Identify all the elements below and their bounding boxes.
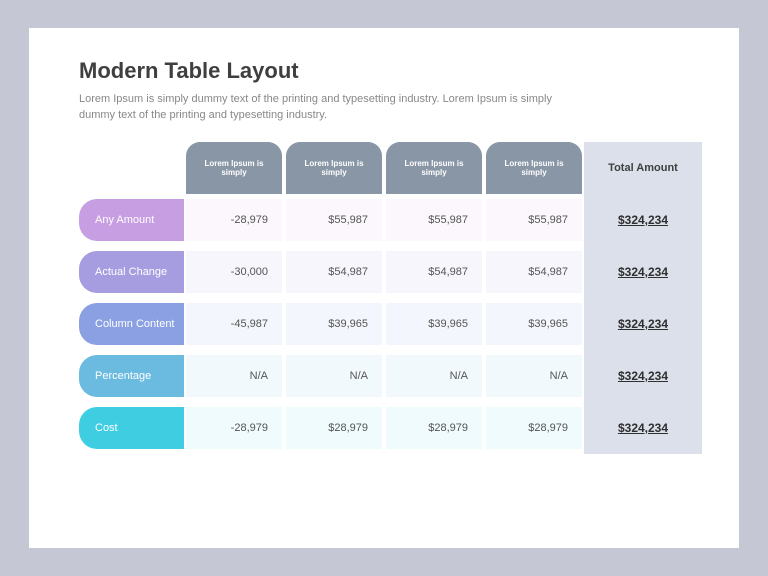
- row-label: Percentage: [79, 355, 184, 397]
- table-cell: $55,987: [286, 199, 382, 241]
- table-cell: -28,979: [186, 199, 282, 241]
- row-label: Any Amount: [79, 199, 184, 241]
- table-cell: N/A: [486, 355, 582, 397]
- table-cell: $28,979: [486, 407, 582, 449]
- table-cell: N/A: [186, 355, 282, 397]
- table-cell: $55,987: [486, 199, 582, 241]
- table-cell: -45,987: [186, 303, 282, 345]
- table-cell: $54,987: [486, 251, 582, 293]
- table-cell: $39,965: [486, 303, 582, 345]
- column-header: Lorem Ipsum is simply: [386, 142, 482, 194]
- table-cell: N/A: [286, 355, 382, 397]
- row-label: Cost: [79, 407, 184, 449]
- total-cell: $324,234: [584, 350, 702, 402]
- table-cell: $55,987: [386, 199, 482, 241]
- table-cell: $39,965: [386, 303, 482, 345]
- data-table: Lorem Ipsum is simply Lorem Ipsum is sim…: [79, 142, 709, 454]
- column-header: Lorem Ipsum is simply: [286, 142, 382, 194]
- row-label: Actual Change: [79, 251, 184, 293]
- table-corner: [79, 142, 184, 194]
- table-cell: $28,979: [386, 407, 482, 449]
- card: Modern Table Layout Lorem Ipsum is simpl…: [29, 28, 739, 548]
- column-header: Lorem Ipsum is simply: [186, 142, 282, 194]
- table-cell: -30,000: [186, 251, 282, 293]
- column-header: Lorem Ipsum is simply: [486, 142, 582, 194]
- row-label: Column Content: [79, 303, 184, 345]
- table-cell: -28,979: [186, 407, 282, 449]
- table-cell: $28,979: [286, 407, 382, 449]
- total-cell: $324,234: [584, 246, 702, 298]
- total-column-header: Total Amount: [584, 142, 702, 194]
- table-cell: $54,987: [286, 251, 382, 293]
- table-cell: N/A: [386, 355, 482, 397]
- table-cell: $39,965: [286, 303, 382, 345]
- total-cell: $324,234: [584, 402, 702, 454]
- total-cell: $324,234: [584, 298, 702, 350]
- page-title: Modern Table Layout: [79, 58, 709, 84]
- total-cell: $324,234: [584, 194, 702, 246]
- page-subtitle: Lorem Ipsum is simply dummy text of the …: [79, 92, 559, 124]
- table-cell: $54,987: [386, 251, 482, 293]
